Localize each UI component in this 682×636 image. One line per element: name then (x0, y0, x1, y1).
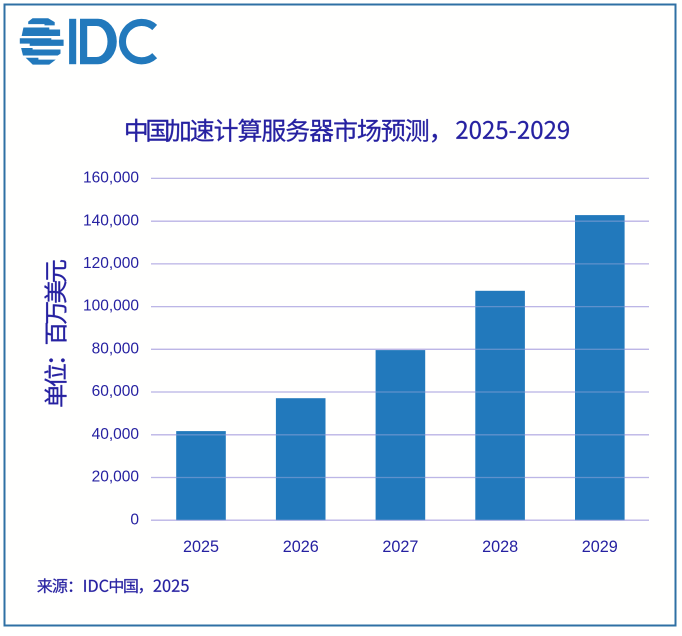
svg-text:2026: 2026 (283, 538, 319, 556)
svg-text:2027: 2027 (382, 538, 418, 556)
svg-text:100,000: 100,000 (83, 298, 139, 315)
svg-text:40,000: 40,000 (92, 426, 140, 443)
svg-text:160,000: 160,000 (83, 170, 139, 187)
svg-text:0: 0 (130, 511, 139, 528)
svg-text:140,000: 140,000 (83, 212, 139, 229)
svg-text:2025: 2025 (183, 538, 219, 556)
svg-text:80,000: 80,000 (92, 340, 140, 357)
svg-text:2028: 2028 (482, 538, 518, 556)
svg-text:120,000: 120,000 (83, 255, 139, 272)
svg-text:2029: 2029 (582, 538, 618, 556)
svg-text:60,000: 60,000 (92, 383, 140, 400)
svg-text:20,000: 20,000 (92, 469, 140, 486)
